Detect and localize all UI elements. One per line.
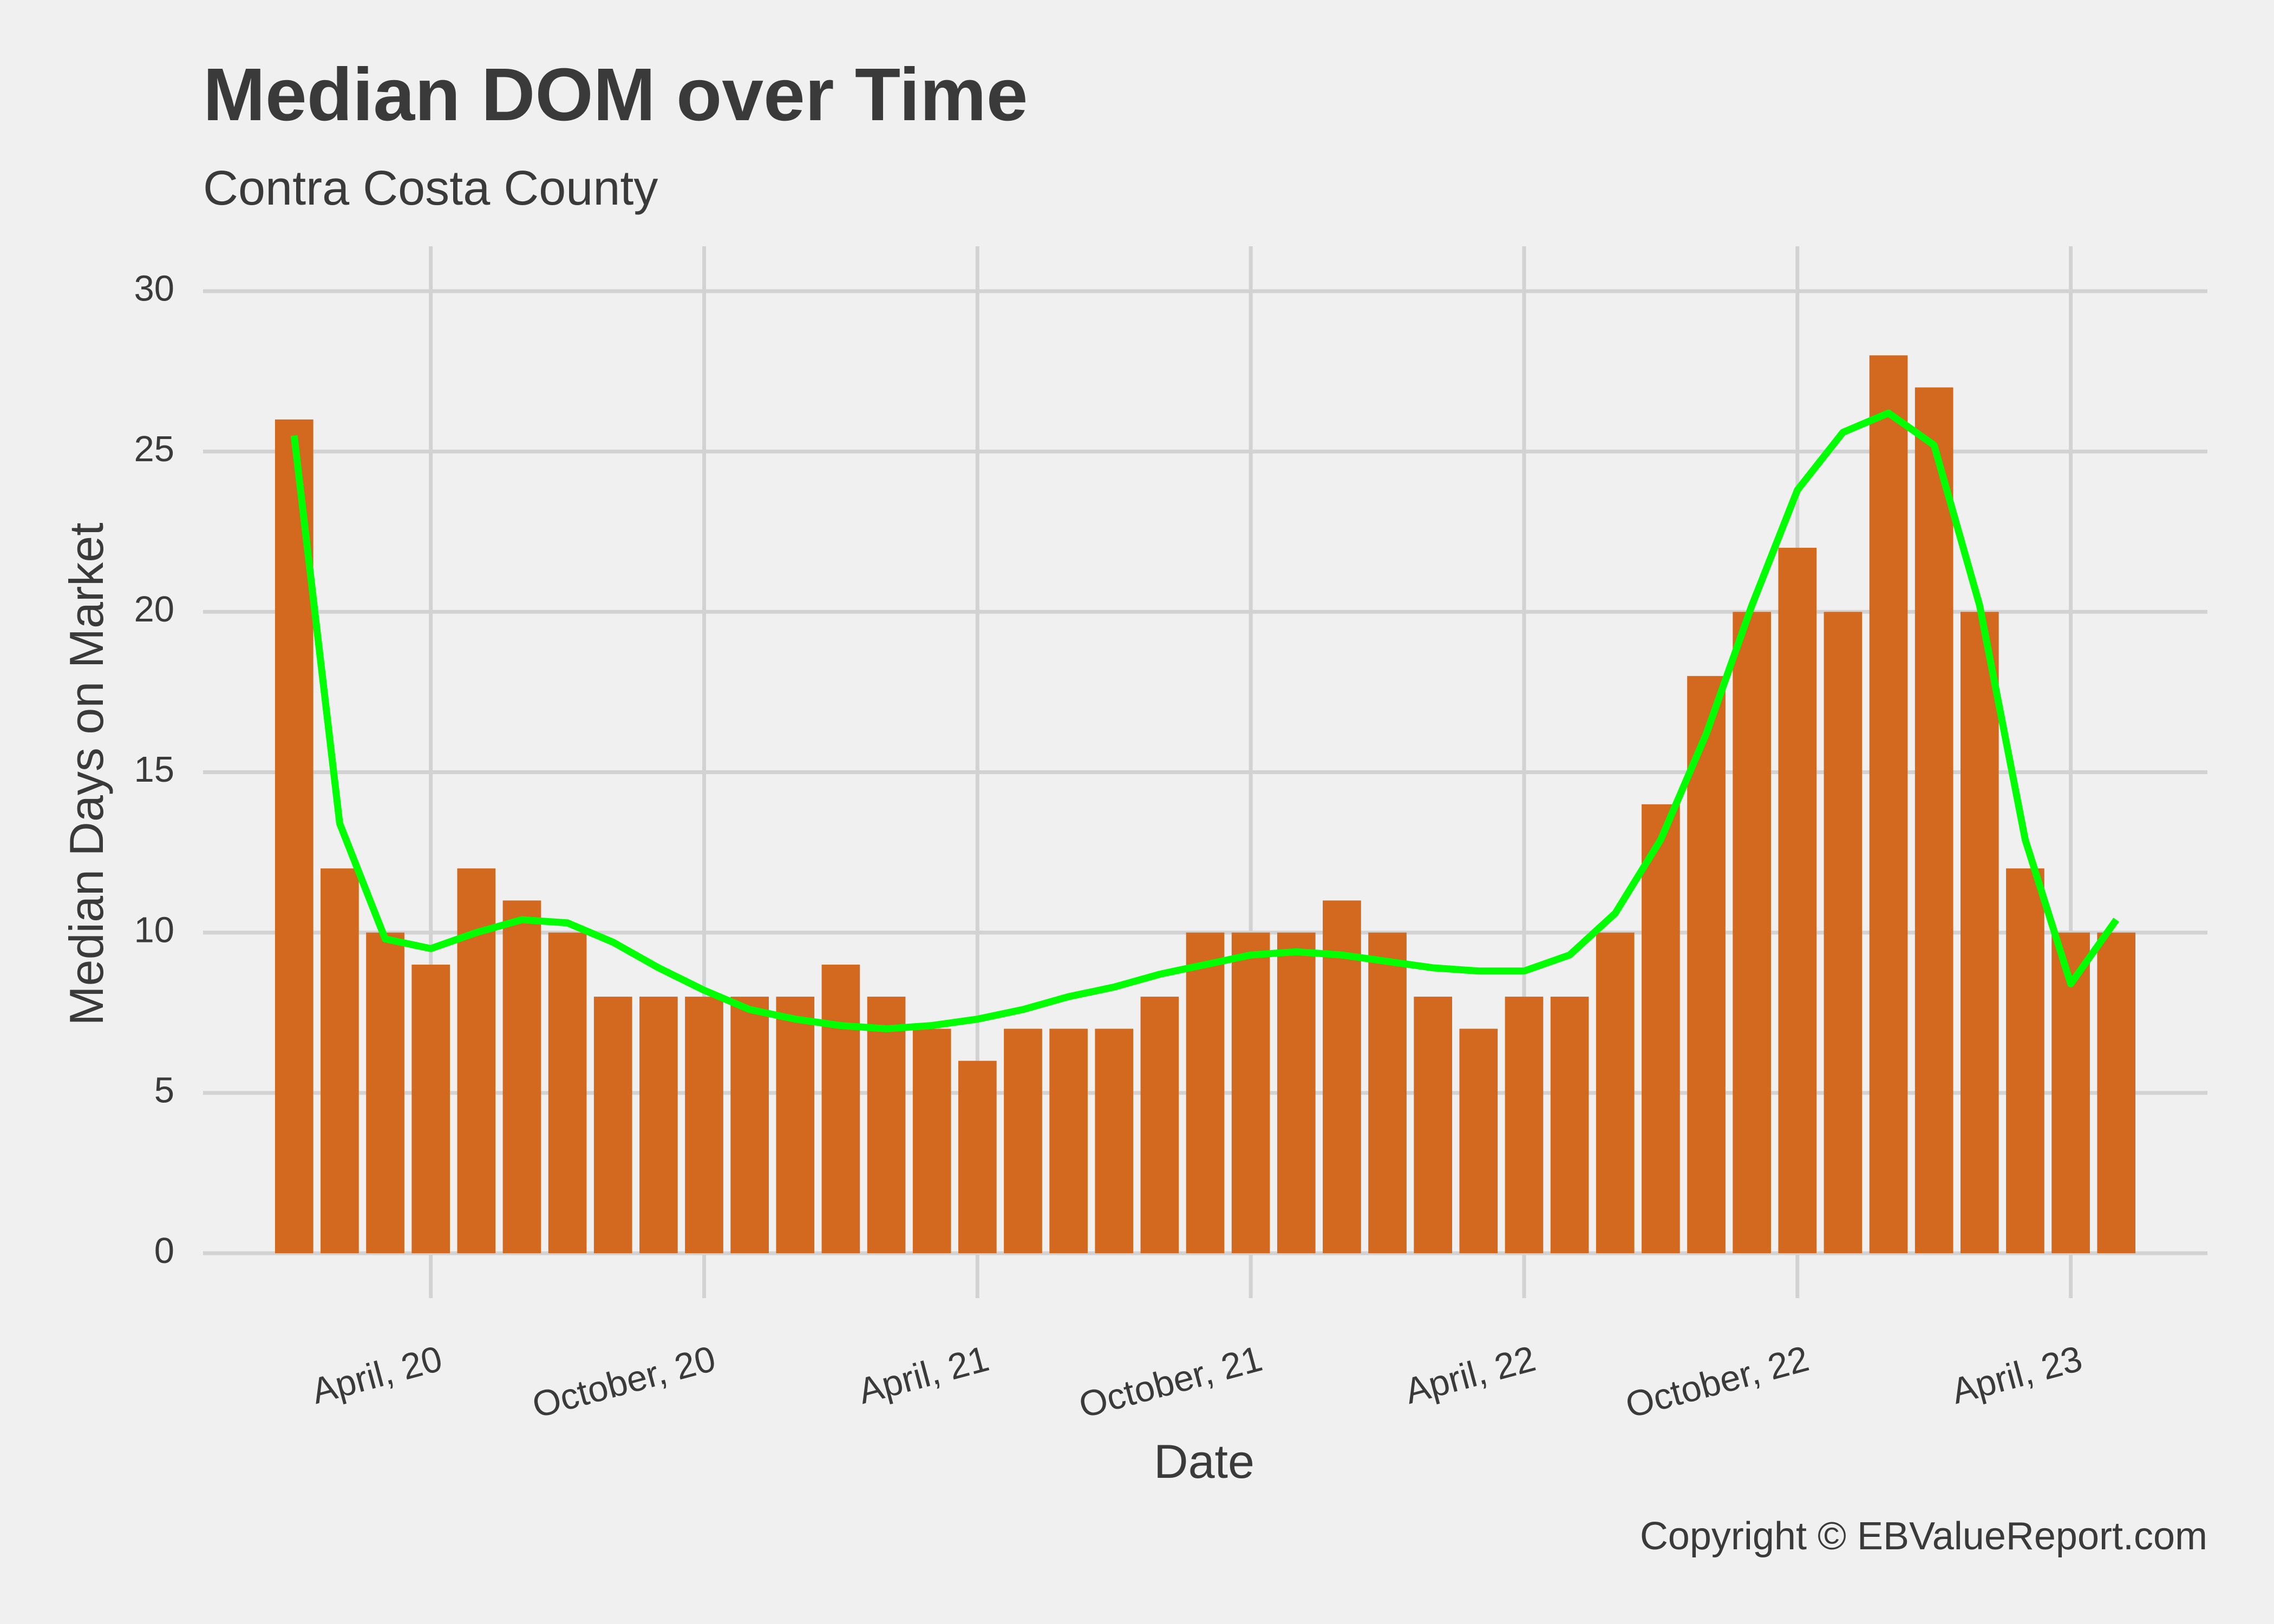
bar: [1414, 997, 1453, 1254]
bar: [411, 964, 450, 1254]
caption: Copyright © EBValueReport.com: [1640, 1515, 2207, 1558]
bar: [1824, 612, 1863, 1254]
bar: [1277, 932, 1316, 1254]
chart-title: Median DOM over Time: [203, 53, 1028, 136]
bar: [730, 997, 769, 1254]
y-tick-label: 0: [154, 1230, 174, 1271]
bar: [593, 997, 632, 1254]
bar: [1960, 612, 1999, 1254]
bar: [1642, 804, 1680, 1254]
bar: [639, 997, 678, 1254]
y-tick-label: 5: [154, 1070, 174, 1111]
bar: [1596, 932, 1635, 1254]
bar: [1368, 932, 1407, 1254]
trend-line: [290, 409, 2120, 1032]
bar: [2097, 932, 2136, 1254]
bar: [1140, 997, 1179, 1254]
x-axis-title: Date: [1154, 1435, 1254, 1488]
bar: [1049, 1029, 1088, 1254]
bar: [1505, 997, 1544, 1254]
bar: [1186, 932, 1225, 1254]
bar: [548, 932, 587, 1254]
bar: [1914, 387, 1953, 1254]
bar: [2006, 868, 2044, 1254]
bar: [321, 868, 359, 1254]
bar: [821, 964, 860, 1254]
y-tick-label: 15: [134, 749, 174, 790]
bar: [912, 1029, 951, 1254]
bar: [685, 997, 723, 1254]
bar: [1459, 1029, 1498, 1254]
bar: [958, 1060, 997, 1254]
bar: [1231, 932, 1270, 1254]
bar: [1004, 1029, 1042, 1254]
bar: [867, 997, 906, 1254]
bar: [502, 900, 541, 1254]
y-axis-title: Median Days on Market: [60, 522, 113, 1025]
chart-subtitle: Contra Costa County: [203, 161, 658, 215]
y-tick-label: 10: [134, 909, 174, 950]
y-tick-label: 30: [134, 269, 174, 309]
marks: [275, 355, 2136, 1254]
bar: [1550, 997, 1589, 1254]
y-tick-label: 25: [134, 429, 174, 469]
bar: [1733, 612, 1771, 1254]
bar: [1869, 355, 1908, 1254]
y-tick-label: 20: [134, 589, 174, 630]
bar: [1095, 1029, 1134, 1254]
bar: [366, 932, 404, 1254]
bar: [776, 997, 815, 1254]
bar: [1778, 547, 1817, 1254]
